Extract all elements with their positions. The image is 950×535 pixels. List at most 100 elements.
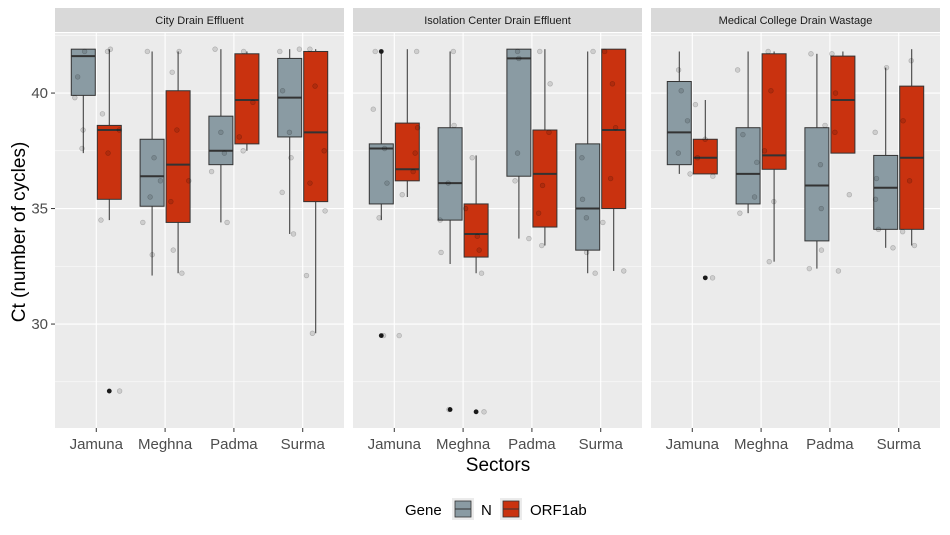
box-isolation-center-drain-effluent-jamuna-n-point-0: [380, 332, 387, 339]
box-isolation-center-drain-effluent-padma-orf1ab-point-1: [535, 210, 542, 216]
box-medical-college-drain-wastage-padma-orf1ab-point-3: [832, 90, 839, 96]
box-city-drain-effluent-padma-orf1ab-point-0: [240, 148, 246, 154]
box-city-drain-effluent-surma-orf1ab-point-0: [309, 330, 316, 336]
box-isolation-center-drain-effluent-meghna-n: [437, 48, 463, 413]
box-city-drain-effluent-padma-n-point-0: [224, 219, 230, 226]
box-city-drain-effluent-jamuna-n: [70, 48, 96, 154]
box-medical-college-drain-wastage-meghna-n-point-4: [734, 67, 741, 73]
box-isolation-center-drain-effluent-jamuna-n-point-3: [381, 145, 388, 152]
box-city-drain-effluent-surma-orf1ab-point-6: [307, 46, 313, 52]
box-medical-college-drain-wastage-jamuna-orf1ab-point-2: [694, 155, 701, 161]
box-isolation-center-drain-effluent-surma-n-point-3: [579, 196, 586, 203]
box-medical-college-drain-wastage-meghna-orf1ab: [761, 48, 787, 265]
box-isolation-center-drain-effluent-surma-orf1ab-point-5: [601, 48, 608, 55]
box-isolation-center-drain-effluent-jamuna-n: [368, 48, 394, 339]
y-tick-label-35: 35: [31, 201, 48, 218]
box-city-drain-effluent-jamuna-n-point-0: [80, 127, 86, 133]
box-isolation-center-drain-effluent-jamuna-n-outlier-1: [378, 49, 384, 54]
box-isolation-center-drain-effluent-meghna-orf1ab-point-2: [476, 247, 482, 253]
y-tick-label-30: 30: [31, 316, 48, 333]
box-isolation-center-drain-effluent-meghna-orf1ab-point-5: [469, 155, 475, 161]
x-tick-label-medical-college-drain-wastage-jamuna: Jamuna: [666, 436, 720, 453]
box-medical-college-drain-wastage-padma-orf1ab-point-0: [835, 268, 842, 274]
box-city-drain-effluent-surma-n-point-2: [288, 155, 294, 161]
box-city-drain-effluent-surma-orf1ab-point-2: [322, 208, 328, 214]
box-medical-college-drain-wastage-padma-n-point-2: [818, 205, 824, 212]
box-medical-college-drain-wastage-padma-orf1ab-body: [830, 55, 856, 154]
box-isolation-center-drain-effluent-jamuna-orf1ab-point-1: [399, 191, 405, 198]
box-city-drain-effluent-jamuna-orf1ab-point-2: [105, 150, 111, 156]
box-medical-college-drain-wastage-padma-n-point-1: [818, 247, 825, 253]
box-isolation-center-drain-effluent-padma-orf1ab-point-5: [537, 48, 543, 55]
box-isolation-center-drain-effluent-surma-n-point-1: [583, 249, 590, 256]
box-city-drain-effluent-padma-n-point-1: [221, 150, 228, 156]
strip-label-city-drain-effluent: City Drain Effluent: [155, 15, 243, 27]
box-city-drain-effluent-padma-orf1ab: [234, 48, 260, 154]
box-city-drain-effluent-meghna-n-point-5: [144, 48, 151, 55]
box-city-drain-effluent-jamuna-n-point-1: [81, 48, 88, 55]
box-city-drain-effluent-surma-orf1ab-body: [303, 50, 329, 203]
x-tick-label-medical-college-drain-wastage-padma: Padma: [806, 436, 854, 453]
legend-title: Gene: [405, 502, 442, 519]
box-isolation-center-drain-effluent-padma-n-point-3: [516, 55, 522, 62]
box-city-drain-effluent-padma-orf1ab-point-1: [236, 134, 242, 140]
x-tick-label-medical-college-drain-wastage-surma: Surma: [877, 436, 922, 453]
box-city-drain-effluent-surma-orf1ab: [303, 46, 329, 336]
box-isolation-center-drain-effluent-meghna-n-point-0: [446, 406, 452, 413]
box-medical-college-drain-wastage-padma-n-point-3: [817, 161, 824, 168]
box-city-drain-effluent-jamuna-orf1ab-point-1: [98, 217, 104, 223]
box-city-drain-effluent-meghna-n-point-2: [157, 178, 164, 184]
box-medical-college-drain-wastage-meghna-orf1ab-body: [761, 53, 787, 170]
box-city-drain-effluent-jamuna-orf1ab: [96, 46, 123, 394]
box-medical-college-drain-wastage-surma-n-point-2: [872, 196, 879, 203]
box-city-drain-effluent-surma-n-point-4: [279, 88, 286, 94]
box-isolation-center-drain-effluent-meghna-n-outlier-0: [447, 407, 453, 412]
box-city-drain-effluent-padma-n: [208, 46, 234, 226]
box-medical-college-drain-wastage-padma-n: [804, 51, 830, 272]
box-isolation-center-drain-effluent-padma-orf1ab-point-3: [546, 129, 552, 136]
box-isolation-center-drain-effluent-padma-orf1ab-body: [532, 129, 558, 228]
x-tick-label-isolation-center-drain-effluent-jamuna: Jamuna: [368, 436, 422, 453]
box-isolation-center-drain-effluent-meghna-n-point-2: [437, 217, 443, 223]
box-isolation-center-drain-effluent-meghna-n-point-4: [451, 122, 457, 129]
box-isolation-center-drain-effluent-jamuna-orf1ab: [394, 48, 421, 339]
box-isolation-center-drain-effluent-jamuna-orf1ab-point-0: [396, 332, 402, 339]
box-city-drain-effluent-padma-orf1ab-point-2: [250, 99, 256, 105]
box-medical-college-drain-wastage-jamuna-n-point-3: [678, 88, 684, 94]
box-city-drain-effluent-padma-orf1ab-point-3: [240, 48, 247, 55]
box-city-drain-effluent-jamuna-orf1ab-point-3: [116, 127, 123, 133]
box-isolation-center-drain-effluent-padma-n-point-2: [514, 150, 521, 156]
box-medical-college-drain-wastage-meghna-n-point-1: [751, 194, 758, 200]
box-city-drain-effluent-jamuna-n-point-4: [79, 145, 85, 152]
box-city-drain-effluent-padma-n-body: [208, 115, 234, 166]
box-isolation-center-drain-effluent-jamuna-orf1ab-point-2: [410, 168, 416, 175]
box-medical-college-drain-wastage-surma-n-point-1: [875, 226, 882, 233]
x-axis-title: Sectors: [466, 455, 530, 476]
box-medical-college-drain-wastage-meghna-n-body: [735, 127, 761, 205]
box-medical-college-drain-wastage-padma-n-point-5: [808, 51, 814, 57]
box-isolation-center-drain-effluent-meghna-n-point-3: [445, 180, 451, 186]
box-city-drain-effluent-meghna-orf1ab-point-4: [174, 127, 180, 133]
box-city-drain-effluent-meghna-n-body: [139, 138, 165, 207]
y-axis-title: Ct (number of cycles): [9, 142, 30, 323]
box-city-drain-effluent-jamuna-n-point-3: [74, 74, 81, 80]
box-city-drain-effluent-jamuna-orf1ab-body: [96, 124, 122, 200]
box-city-drain-effluent-meghna-orf1ab-point-5: [169, 69, 175, 75]
box-medical-college-drain-wastage-surma-n-point-3: [873, 175, 880, 182]
box-isolation-center-drain-effluent-surma-orf1ab-point-4: [609, 81, 616, 87]
box-isolation-center-drain-effluent-jamuna-n-point-1: [376, 215, 382, 221]
strip-isolation-center-drain-effluent: [353, 8, 642, 32]
box-city-drain-effluent-surma-n-point-6: [296, 46, 303, 52]
box-city-drain-effluent-surma-orf1ab-point-3: [307, 180, 313, 186]
box-isolation-center-drain-effluent-jamuna-n-point-2: [384, 180, 390, 186]
box-city-drain-effluent-surma-n-point-3: [286, 129, 293, 136]
box-isolation-center-drain-effluent-meghna-orf1ab-point-1: [478, 270, 485, 276]
box-medical-college-drain-wastage-meghna-orf1ab-point-1: [771, 198, 777, 205]
box-isolation-center-drain-effluent-surma-n-point-4: [579, 155, 585, 161]
box-medical-college-drain-wastage-meghna-n-point-3: [740, 131, 746, 138]
box-city-drain-effluent-meghna-n-point-0: [149, 252, 155, 258]
box-isolation-center-drain-effluent-padma-orf1ab: [532, 48, 558, 249]
box-isolation-center-drain-effluent-jamuna-n-point-4: [370, 106, 376, 112]
box-medical-college-drain-wastage-surma-orf1ab-point-4: [908, 58, 914, 64]
box-medical-college-drain-wastage-padma-n-point-4: [822, 122, 828, 129]
